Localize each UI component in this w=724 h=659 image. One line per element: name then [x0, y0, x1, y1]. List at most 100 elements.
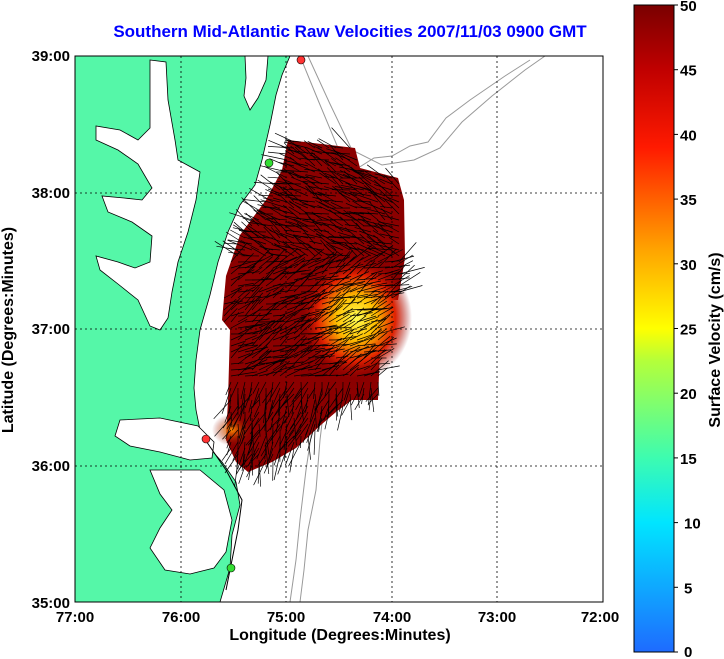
- velocity-vector: [284, 162, 302, 173]
- velocity-vector: [357, 213, 379, 233]
- velocity-vector: [252, 238, 267, 251]
- velocity-vector: [339, 234, 351, 245]
- velocity-vector: [286, 294, 299, 299]
- velocity-vector: [230, 276, 241, 287]
- velocity-vector: [363, 316, 380, 323]
- velocity-vector: [280, 232, 295, 239]
- velocity-vector: [367, 247, 386, 257]
- velocity-vector: [339, 393, 344, 412]
- velocity-vector: [377, 249, 403, 263]
- velocity-vector: [293, 297, 307, 311]
- velocity-vector: [342, 256, 364, 275]
- velocity-vector: [251, 300, 261, 311]
- velocity-vector: [328, 298, 340, 311]
- velocity-vector: [377, 348, 395, 359]
- velocity-vector: [230, 312, 240, 323]
- velocity-vector: [251, 326, 271, 335]
- velocity-vector: [272, 295, 296, 305]
- velocity-vector: [224, 453, 239, 474]
- velocity-vector: [307, 311, 325, 317]
- velocity-vector: [356, 289, 377, 305]
- velocity-vector: [363, 260, 376, 275]
- velocity-vector: [248, 236, 274, 239]
- velocity-vector: [265, 358, 285, 365]
- velocity-vector: [258, 320, 273, 335]
- velocity-vector: [247, 441, 260, 467]
- velocity-vector: [307, 246, 323, 251]
- velocity-vector: [398, 272, 421, 287]
- velocity-vector: [293, 218, 309, 227]
- velocity-vector: [349, 245, 372, 263]
- velocity-vector: [367, 240, 393, 245]
- velocity-vector: [239, 423, 246, 444]
- velocity-vector: [286, 423, 295, 435]
- velocity-vector: [228, 247, 246, 251]
- velocity-vector: [324, 199, 344, 203]
- velocity-vector: [314, 275, 339, 281]
- velocity-vector: [335, 339, 348, 347]
- velocity-vector: [265, 393, 274, 407]
- velocity-vector: [230, 341, 254, 353]
- velocity-vector: [258, 423, 261, 437]
- velocity-vector: [363, 319, 378, 329]
- velocity-vector: [363, 272, 376, 281]
- velocity-vector: [363, 273, 378, 287]
- velocity-vector: [314, 356, 326, 371]
- velocity-vector: [272, 356, 286, 359]
- velocity-vector: [251, 286, 263, 299]
- velocity-vector: [272, 298, 288, 311]
- velocity-vector: [344, 224, 358, 227]
- x-axis-label: Longitude (Degrees:Minutes): [229, 627, 450, 644]
- velocity-vector: [317, 147, 337, 161]
- velocity-vector: [277, 447, 288, 475]
- velocity-vector: [354, 227, 372, 233]
- velocity-vector: [264, 405, 267, 431]
- velocity-vector: [343, 209, 365, 227]
- velocity-vector: [313, 213, 330, 221]
- velocity-vector: [265, 363, 286, 377]
- y-tick-label: 36:00: [32, 458, 70, 475]
- velocity-vector: [317, 191, 337, 203]
- velocity-vector: [300, 235, 316, 239]
- velocity-vector: [280, 169, 309, 173]
- velocity-vector: [273, 447, 281, 466]
- velocity-vector: [237, 423, 240, 439]
- velocity-vector: [350, 393, 358, 406]
- velocity-vector: [331, 224, 358, 233]
- velocity-vector: [244, 213, 260, 221]
- velocity-vector: [272, 362, 284, 371]
- velocity-vector: [288, 417, 302, 436]
- velocity-vector: [316, 196, 337, 209]
- velocity-vector: [251, 447, 254, 476]
- velocity-vector: [377, 288, 401, 305]
- velocity-vector: [293, 277, 309, 293]
- velocity-vector: [268, 399, 274, 418]
- chesapeake-bay: [95, 59, 201, 331]
- radar-stations: [201, 55, 306, 573]
- velocity-vector: [258, 459, 262, 487]
- velocity-vector: [370, 290, 388, 305]
- velocity-vector: [278, 162, 295, 167]
- velocity-vector: [377, 326, 405, 335]
- velocity-vector: [321, 362, 347, 365]
- velocity-vector: [342, 346, 361, 359]
- velocity-vector: [314, 347, 333, 353]
- velocity-vector: [300, 317, 312, 329]
- velocity-vector: [272, 263, 299, 275]
- velocity-vector: [227, 239, 253, 245]
- velocity-vector: [258, 256, 273, 269]
- velocity-vector: [300, 292, 316, 299]
- velocity-vector: [251, 266, 263, 275]
- velocity-vector: [312, 212, 330, 215]
- velocity-vector: [380, 205, 393, 209]
- pamlico-sound: [149, 469, 233, 575]
- x-tick-label: 72:00: [581, 609, 619, 626]
- velocity-vector: [335, 255, 357, 275]
- velocity-vector: [302, 203, 323, 209]
- velocity-vector: [253, 209, 267, 221]
- velocity-vector: [331, 158, 351, 173]
- velocity-vector: [327, 215, 344, 227]
- velocity-vector: [265, 248, 281, 251]
- velocity-vector: [280, 405, 288, 431]
- velocity-vector: [307, 435, 311, 460]
